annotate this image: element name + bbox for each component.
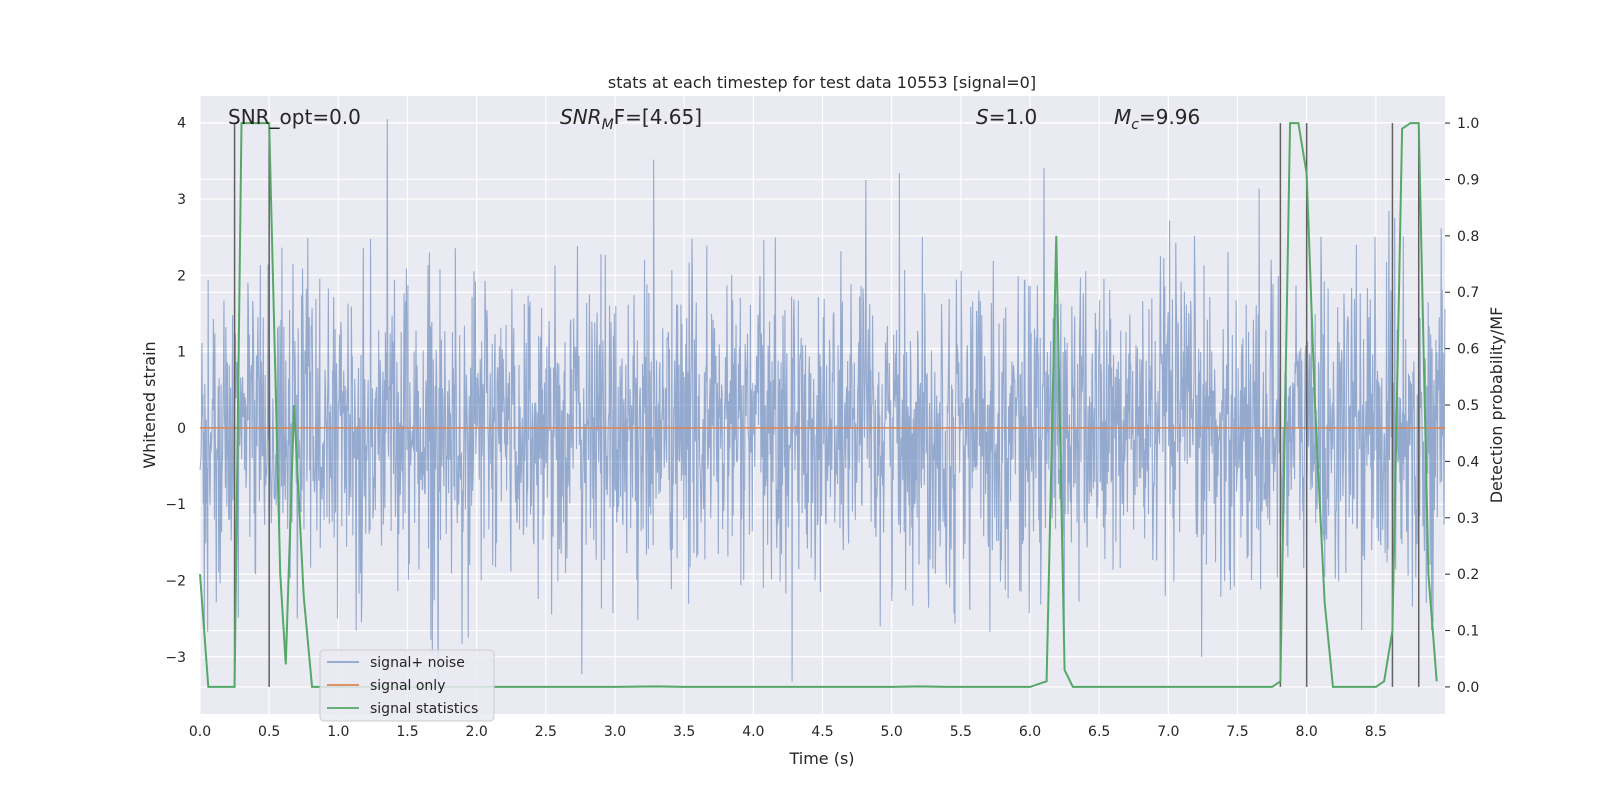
y-tick-label-left: −1 bbox=[165, 497, 186, 513]
x-tick-label: 7.5 bbox=[1226, 724, 1248, 740]
snr-mf-base: SNR bbox=[560, 105, 602, 129]
y-tick-label-left: 2 bbox=[177, 268, 186, 284]
x-tick-label: 4.5 bbox=[811, 724, 833, 740]
s-value: =1.0 bbox=[989, 105, 1038, 129]
s-label: S bbox=[976, 105, 989, 129]
snr-mf-rest: F=[4.65] bbox=[614, 105, 702, 129]
y-tick-label-left: 0 bbox=[177, 421, 186, 437]
snr-mf-annotation: SNRMF=[4.65] bbox=[560, 105, 702, 133]
y-tick-label-right: 0.8 bbox=[1457, 229, 1479, 245]
y-tick-label-left: 3 bbox=[177, 192, 186, 208]
x-axis-label: Time (s) bbox=[788, 749, 854, 768]
statistics-line bbox=[199, 122, 1438, 688]
legend-box bbox=[319, 649, 495, 722]
y-tick-label-right: 0.5 bbox=[1457, 398, 1479, 414]
mc-base: M bbox=[1114, 105, 1131, 129]
y-tick-label-left: 4 bbox=[177, 116, 186, 132]
x-tick-label: 1.5 bbox=[396, 724, 418, 740]
signal-statistics-series bbox=[199, 122, 1438, 688]
x-tick-label: 6.0 bbox=[1019, 724, 1041, 740]
y-tick-label-right: 1.0 bbox=[1457, 116, 1479, 132]
y-tick-label-right: 0.0 bbox=[1457, 680, 1479, 696]
mc-sub: c bbox=[1131, 117, 1139, 133]
x-tick-label: 2.0 bbox=[466, 724, 488, 740]
y-tick-label-right: 0.9 bbox=[1457, 172, 1479, 188]
y-tick-label-right: 0.1 bbox=[1457, 624, 1479, 640]
s-annotation: S=1.0 bbox=[976, 105, 1037, 129]
x-tick-label: 3.0 bbox=[604, 724, 626, 740]
mc-value: =9.96 bbox=[1139, 105, 1200, 129]
y-tick-label-right: 0.7 bbox=[1457, 285, 1479, 301]
x-tick-label: 0.5 bbox=[258, 724, 280, 740]
mc-annotation: Mc=9.96 bbox=[1114, 105, 1200, 133]
x-tick-label: 1.0 bbox=[327, 724, 349, 740]
y-tick-label-left: −3 bbox=[165, 650, 186, 666]
y-ticks-right: 1.0 0.9 0.8 0.7 0.6 0.5 0.4 0.3 0.2 0.1 0.0 bbox=[1445, 116, 1479, 696]
x-tick-label: 5.0 bbox=[881, 724, 903, 740]
y-tick-label-right: 0.6 bbox=[1457, 342, 1479, 358]
x-ticks: 0.0 0.5 1.0 1.5 2.0 2.5 3.0 3.5 4.0 4.5 5.0 5.5 6.0 6… bbox=[189, 724, 1387, 740]
y-tick-label-left: −2 bbox=[165, 573, 186, 589]
snr-mf-sub: M bbox=[602, 117, 614, 133]
x-tick-label: 2.5 bbox=[535, 724, 557, 740]
x-tick-label: 8.5 bbox=[1365, 724, 1387, 740]
x-tick-label: 3.5 bbox=[673, 724, 695, 740]
x-tick-label: 8.0 bbox=[1296, 724, 1318, 740]
y-tick-label-right: 0.2 bbox=[1457, 567, 1479, 583]
signal-noise-series bbox=[199, 119, 1446, 686]
y-tick-label-right: 0.3 bbox=[1457, 511, 1479, 527]
chart-title: stats at each timestep for test data 105… bbox=[608, 73, 1036, 92]
x-tick-label: 5.5 bbox=[950, 724, 972, 740]
y-tick-label-left: 1 bbox=[177, 345, 186, 361]
x-tick-label: 0.0 bbox=[189, 724, 211, 740]
x-tick-label: 6.5 bbox=[1088, 724, 1110, 740]
y-axis-label-right: Detection probability/MF bbox=[1487, 307, 1506, 504]
x-tick-label: 4.0 bbox=[742, 724, 764, 740]
x-tick-label: 7.0 bbox=[1157, 724, 1179, 740]
y-tick-label-right: 0.4 bbox=[1457, 454, 1479, 470]
legend-label-statistics: signal statistics bbox=[370, 701, 478, 717]
legend-label-noise: signal+ noise bbox=[370, 655, 465, 671]
legend-label-signal-only: signal only bbox=[370, 678, 445, 694]
y-ticks-left: 4 3 2 1 0 −1 −2 −3 bbox=[165, 116, 186, 666]
snr-opt-annotation: SNR_opt=0.0 bbox=[228, 105, 361, 129]
noise-trace bbox=[199, 119, 1446, 686]
legend: signal+ noise signal only signal statist… bbox=[319, 649, 495, 722]
y-axis-label-left: Whitened strain bbox=[140, 341, 159, 468]
marker-lines bbox=[233, 123, 1420, 687]
